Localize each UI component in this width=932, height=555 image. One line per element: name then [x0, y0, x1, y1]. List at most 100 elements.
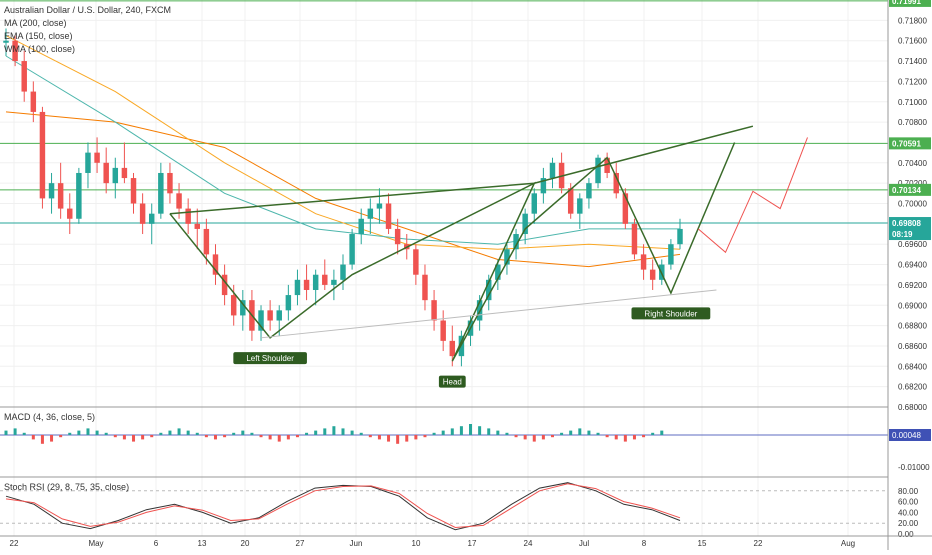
legend-wma100: WMA (100, close)	[4, 44, 75, 54]
macd-bar	[295, 435, 299, 438]
macd-bar	[286, 435, 290, 440]
macd-bar	[241, 430, 245, 435]
macd-bar	[450, 428, 454, 435]
candle-body	[413, 249, 419, 275]
candle-body	[513, 234, 519, 250]
macd-bar	[195, 432, 199, 435]
macd-bar	[569, 430, 573, 435]
x-tick-label: 17	[468, 539, 477, 548]
macd-bar	[168, 430, 172, 435]
x-tick-label: 22	[754, 539, 763, 548]
price-tick-label: 0.70000	[898, 200, 927, 209]
candle-body	[240, 300, 246, 316]
macd-bar	[623, 435, 627, 442]
price-badge-label: 0.69808	[892, 219, 921, 228]
candle-body	[622, 193, 629, 224]
price-tick-label: 0.71600	[898, 37, 927, 46]
neckline-lower	[260, 289, 717, 339]
macd-bar	[459, 426, 463, 435]
candle-body	[57, 183, 64, 209]
macd-bar	[614, 435, 618, 440]
stoch-tick-label: 80.00	[898, 487, 919, 496]
candle-body	[376, 203, 383, 209]
x-tick-label: 6	[154, 539, 159, 548]
macd-bar	[514, 435, 518, 438]
candle-body	[276, 310, 282, 321]
candle-body	[668, 244, 674, 265]
macd-bar	[4, 430, 8, 435]
candle-body	[112, 167, 119, 184]
price-badge	[889, 0, 931, 7]
candle-body	[312, 274, 319, 290]
macd-bar	[541, 435, 545, 440]
macd-bar	[560, 432, 564, 435]
macd-bar	[523, 435, 527, 440]
horizontal-levels	[0, 0, 888, 224]
macd-bar	[250, 432, 254, 435]
candle-body	[176, 193, 182, 209]
candle-body	[39, 111, 46, 199]
macd-bar	[50, 435, 54, 442]
macd-bar	[13, 428, 17, 435]
stoch-tick-label: 60.00	[898, 498, 919, 507]
candle-body	[121, 167, 128, 179]
candle-body	[367, 208, 374, 219]
price-badge-label: 08:19	[892, 230, 913, 239]
macd-bar	[232, 432, 236, 435]
candle-body	[212, 254, 219, 275]
macd-bar	[377, 435, 381, 440]
candle-body	[85, 152, 91, 173]
candle-body	[495, 264, 501, 280]
candle-body	[258, 310, 264, 331]
candle-body	[331, 279, 337, 285]
macd-bar	[550, 435, 554, 438]
candle-body	[322, 274, 328, 285]
candle-body	[549, 162, 556, 179]
macd-bar	[77, 430, 81, 435]
macd-bar	[86, 428, 90, 435]
x-tick-label: 15	[698, 539, 707, 548]
macd-bar	[177, 428, 181, 435]
x-tick-label: 27	[296, 539, 305, 548]
price-tick-label: 0.71400	[898, 57, 927, 66]
candle-body	[21, 61, 27, 92]
pattern-zigzag	[169, 142, 736, 362]
candle-body	[604, 157, 610, 173]
candle-body	[431, 300, 437, 321]
legend-ma200: MA (200, close)	[4, 18, 67, 28]
macd-bar	[387, 435, 391, 442]
candle-body	[349, 234, 355, 265]
grid-lines	[0, 0, 888, 536]
price-tick-label: 0.70800	[898, 118, 927, 127]
macd-bar	[496, 430, 500, 435]
macd-bar	[259, 435, 263, 438]
candle-body	[221, 274, 228, 296]
macd-tick-label: -0.01000	[898, 463, 930, 472]
macd-bar	[651, 432, 655, 435]
macd-bar	[223, 435, 227, 438]
candle-body	[139, 203, 146, 224]
macd-badge	[889, 429, 931, 441]
macd-bar	[469, 424, 473, 435]
macd-bar	[268, 435, 272, 440]
macd-bar	[22, 432, 26, 435]
price-tick-label: 0.68800	[898, 322, 927, 331]
candle-body	[631, 223, 638, 255]
macd-bar	[132, 435, 136, 442]
candle-body	[449, 340, 456, 357]
macd-bar	[213, 435, 217, 440]
macd-bar	[359, 432, 363, 435]
candle-body	[440, 320, 446, 341]
macd-bar	[441, 430, 445, 435]
macd-bar	[141, 435, 145, 440]
macd-bar	[104, 432, 108, 435]
candle-body	[385, 203, 392, 229]
macd-bar	[642, 435, 646, 438]
price-tick-label: 0.68200	[898, 383, 927, 392]
pattern-label-box	[438, 375, 466, 388]
x-tick-label: May	[88, 539, 103, 548]
x-tick-label: 10	[412, 539, 421, 548]
price-tick-label: 0.69000	[898, 301, 927, 310]
macd-bar	[605, 435, 609, 438]
